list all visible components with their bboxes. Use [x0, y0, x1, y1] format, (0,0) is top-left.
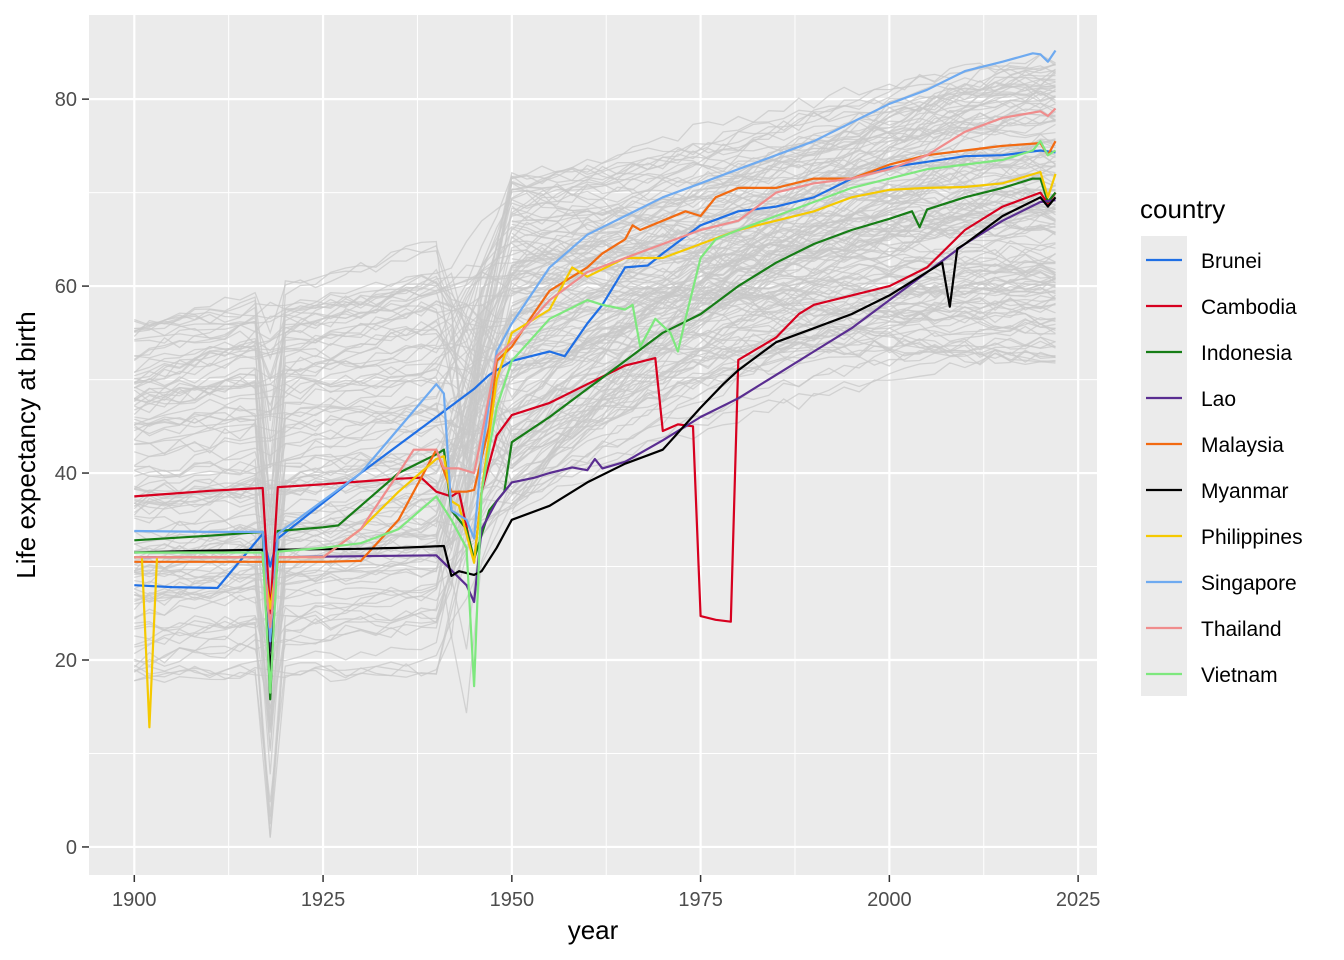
x-tick-label: 1950 [490, 889, 535, 911]
background-country-line [134, 74, 1056, 749]
legend-key-background [1141, 236, 1187, 696]
background-country-line [134, 336, 1056, 489]
background-country-line [134, 290, 1056, 580]
y-tick-label: 60 [55, 276, 77, 298]
background-country-line [511, 161, 1056, 400]
background-country-line [134, 101, 1056, 677]
x-tick-label: 1975 [678, 889, 723, 911]
legend-label-philippines: Philippines [1201, 526, 1303, 549]
legend-label-vietnam: Vietnam [1201, 664, 1278, 687]
background-country-line [134, 263, 1056, 541]
background-country-line [134, 300, 1056, 495]
x-tick-label: 2025 [1056, 889, 1101, 911]
y-tick-label: 40 [55, 463, 77, 485]
background-country-line [511, 95, 1056, 317]
x-tick-label: 2000 [867, 889, 912, 911]
background-country-line [511, 191, 1056, 236]
background-country-line [133, 224, 1056, 466]
background-country-line [134, 87, 1056, 563]
background-country-line [511, 302, 1056, 355]
x-tick-label: 1900 [112, 889, 157, 911]
background-country-line [134, 277, 1056, 435]
background-country-line [133, 152, 1056, 655]
background-country-line [133, 271, 1056, 584]
background-country-line [133, 201, 1056, 611]
legend-label-thailand: Thailand [1201, 618, 1282, 641]
background-country-line [511, 83, 1056, 214]
background-country-line [134, 288, 1056, 513]
background-country-line [133, 239, 1056, 710]
background-country-line [133, 263, 1056, 709]
background-country-line [511, 188, 1056, 366]
background-country-line [134, 258, 1056, 636]
legend-title: country [1140, 194, 1225, 224]
series-line-lao [134, 199, 1056, 652]
background-country-line [134, 233, 1056, 345]
background-country-line [134, 110, 1056, 405]
background-country-line [134, 285, 1056, 498]
background-country-line [134, 275, 1056, 599]
series-line-malaysia [134, 140, 1057, 610]
background-country-line [511, 231, 1056, 442]
background-country-line [511, 96, 1056, 495]
background-country-line [134, 53, 1056, 443]
series-line-cambodia [134, 191, 1057, 623]
background-country-line [511, 133, 1056, 502]
x-tick-label: 1925 [301, 889, 346, 911]
series-line-vietnam [134, 140, 1057, 694]
x-axis-title: year [568, 915, 619, 945]
background-country-line [134, 279, 1056, 483]
background-country-line [134, 138, 1056, 593]
background-country-line [134, 192, 1056, 640]
y-tick-label: 20 [55, 650, 77, 672]
background-country-line [134, 210, 1056, 552]
legend-label-myanmar: Myanmar [1201, 480, 1289, 503]
background-country-line [134, 165, 1056, 399]
x-axis-ticks: 1900 1925 1950 1975 2000 2025 [112, 875, 1100, 911]
background-country-line [133, 306, 1056, 400]
legend-label-singapore: Singapore [1201, 572, 1297, 595]
background-country-line [511, 179, 1056, 226]
background-country-line [134, 244, 1056, 444]
legend: country Brunei Cambodia Indonesia Lao Malays… [1140, 194, 1303, 696]
legend-label-malaysia: Malaysia [1201, 434, 1284, 457]
y-axis-title: Life expectancy at birth [11, 311, 41, 578]
background-country-line [511, 173, 1056, 223]
series-line-indonesia [134, 177, 1057, 701]
background-country-line [134, 120, 1056, 656]
y-axis-ticks: 0 20 40 60 80 [55, 89, 89, 859]
background-country-line [134, 184, 1056, 461]
highlighted-country-lines [134, 49, 1057, 729]
series-line-thailand [134, 107, 1057, 629]
legend-label-indonesia: Indonesia [1201, 342, 1292, 365]
legend-label-cambodia: Cambodia [1201, 296, 1297, 319]
background-country-line [133, 112, 1056, 499]
background-country-line [134, 169, 1056, 518]
background-country-line [511, 349, 1056, 515]
background-country-line [511, 156, 1056, 381]
background-country-lines [133, 53, 1056, 838]
y-tick-label: 80 [55, 89, 77, 111]
legend-label-lao: Lao [1201, 388, 1236, 411]
series-line-myanmar [134, 196, 1057, 676]
y-tick-label: 0 [66, 837, 77, 859]
background-country-line [134, 93, 1056, 503]
series-line-philippines [134, 170, 1057, 729]
background-country-line [511, 86, 1056, 281]
background-country-line [511, 202, 1056, 335]
background-country-line [134, 150, 1056, 825]
background-country-line [134, 242, 1056, 384]
background-country-line [511, 90, 1056, 216]
background-country-line [511, 186, 1056, 441]
series-line-singapore [134, 49, 1057, 643]
legend-label-brunei: Brunei [1201, 250, 1262, 273]
